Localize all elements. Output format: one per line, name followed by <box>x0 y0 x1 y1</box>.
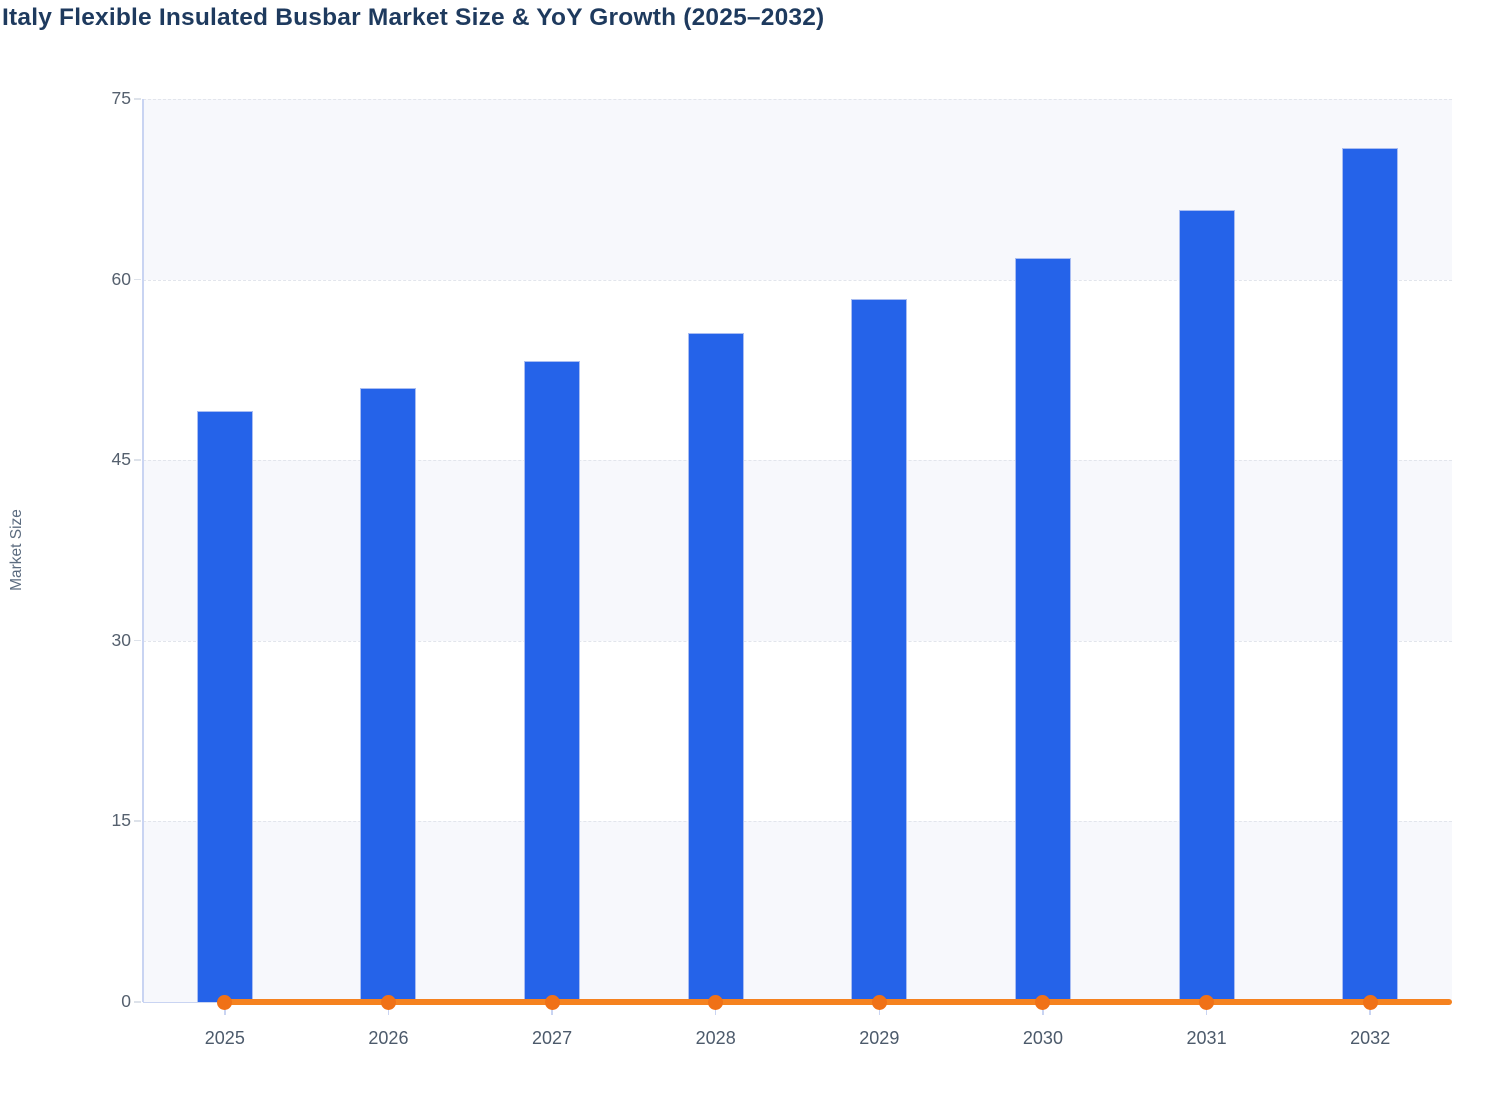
bar-2025[interactable] <box>196 410 253 1002</box>
chart-title: Italy Flexible Insulated Busbar Market S… <box>2 4 825 31</box>
y-tick-mark-30 <box>134 639 141 642</box>
bar-2027[interactable] <box>524 361 581 1002</box>
gridline-y-75 <box>143 99 1452 100</box>
y-tick-mark-0 <box>134 1001 141 1003</box>
y-tick-mark-75 <box>134 98 141 100</box>
gridline-y-15 <box>143 821 1452 823</box>
x-tick-label-2026: 2026 <box>368 1028 409 1048</box>
gridline-y-45 <box>143 460 1452 462</box>
yoy-dot-2031[interactable] <box>1199 994 1215 1010</box>
x-tick-label-2031: 2031 <box>1186 1028 1227 1048</box>
x-tick-label-2029: 2029 <box>859 1028 900 1048</box>
y-tick-mark-45 <box>134 459 141 461</box>
y-tick-mark-15 <box>134 820 141 822</box>
y-tick-label-45: 45 <box>111 449 131 470</box>
y-axis-title: Market Size <box>8 509 25 591</box>
yoy-dot-2032[interactable] <box>1362 994 1378 1010</box>
x-tick-label-2030: 2030 <box>1022 1028 1063 1048</box>
bar-2028[interactable] <box>687 332 744 1002</box>
y-tick-label-75: 75 <box>111 88 131 108</box>
y-tick-label-60: 60 <box>111 268 131 289</box>
yoy-dot-2026[interactable] <box>380 994 396 1010</box>
y-tick-mark-60 <box>134 278 141 281</box>
x-tick-label-2028: 2028 <box>695 1028 736 1048</box>
yoy-dot-2028[interactable] <box>708 994 724 1010</box>
plot-area <box>142 99 1452 1015</box>
plot-band <box>143 821 1452 1002</box>
gridline-y-30 <box>143 640 1452 642</box>
bar-2029[interactable] <box>851 298 908 1002</box>
yoy-dot-2025[interactable] <box>217 994 233 1010</box>
bar-2026[interactable] <box>360 387 417 1002</box>
y-tick-label-15: 15 <box>111 810 131 831</box>
y-tick-label-30: 30 <box>111 629 131 650</box>
yoy-dot-2027[interactable] <box>544 994 560 1010</box>
plot-band <box>143 460 1452 641</box>
plot-band <box>143 279 1452 461</box>
x-tick-label-2032: 2032 <box>1350 1028 1391 1048</box>
bar-2031[interactable] <box>1178 209 1235 1002</box>
gridline-y-60 <box>143 279 1452 281</box>
yoy-growth-line <box>224 999 1452 1005</box>
bar-2030[interactable] <box>1014 257 1071 1002</box>
y-tick-label-0: 0 <box>121 991 131 1011</box>
yoy-dot-2030[interactable] <box>1035 994 1051 1010</box>
yoy-dot-2029[interactable] <box>871 994 887 1010</box>
plot-band <box>143 99 1452 280</box>
x-tick-label-2027: 2027 <box>532 1028 573 1048</box>
plot-band <box>143 640 1452 822</box>
x-tick-label-2025: 2025 <box>204 1028 245 1048</box>
bar-2032[interactable] <box>1342 148 1399 1002</box>
y-axis-line <box>142 99 144 1002</box>
